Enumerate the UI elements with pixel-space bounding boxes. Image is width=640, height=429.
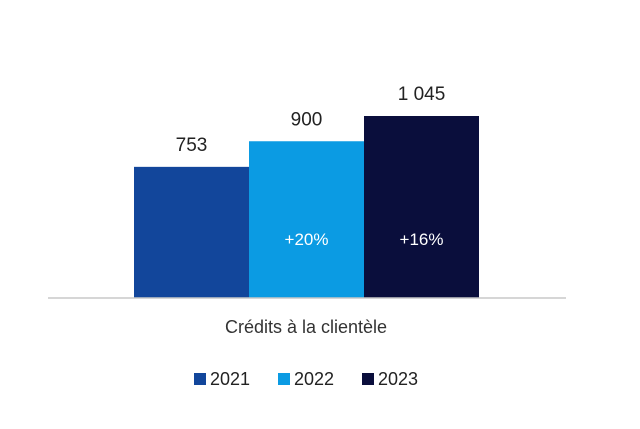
bars-layer: 753 900 +20% 1 045 +16% (134, 84, 479, 298)
bar-2021 (134, 166, 249, 298)
legend-label-2021: 2021 (210, 369, 250, 389)
value-label-2023: 1 045 (398, 84, 446, 105)
change-label-2022: +20% (285, 230, 329, 249)
legend-item-2022: 2022 (278, 369, 334, 389)
legend: 2021 2022 2023 (194, 369, 418, 389)
change-label-2023: +16% (400, 230, 444, 249)
legend-swatch-2021 (194, 373, 206, 385)
value-label-2021: 753 (176, 135, 208, 156)
bar-2023 (364, 116, 479, 298)
legend-swatch-2022 (278, 373, 290, 385)
value-label-2022: 900 (291, 109, 323, 130)
legend-item-2021: 2021 (194, 369, 250, 389)
legend-label-2022: 2022 (294, 369, 334, 389)
legend-item-2023: 2023 (362, 369, 418, 389)
bar-2022 (249, 141, 364, 298)
legend-swatch-2023 (362, 373, 374, 385)
legend-label-2023: 2023 (378, 369, 418, 389)
category-label: Crédits à la clientèle (225, 317, 387, 337)
